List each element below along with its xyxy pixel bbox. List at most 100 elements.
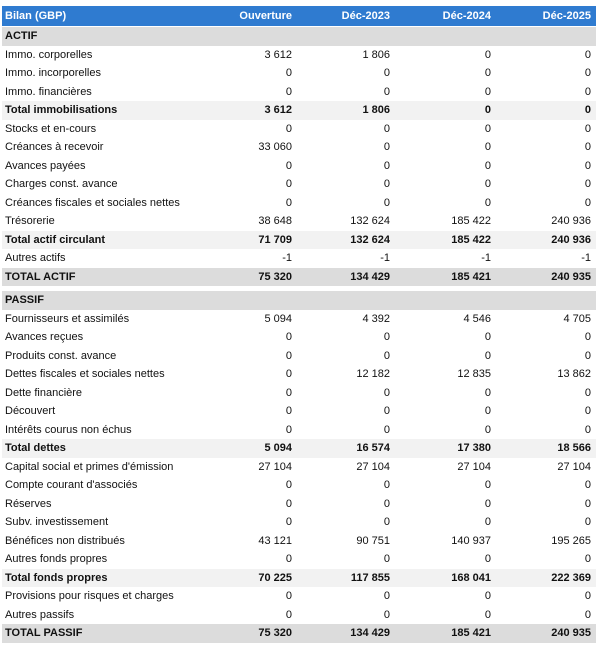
value-cell: 0 [584,122,591,135]
value-cell: 75 320 [258,627,292,640]
value-cell: 168 041 [451,571,491,584]
value-cell: 185 421 [451,627,491,640]
value-cell: 90 751 [356,534,390,547]
data-row: Avances reçues 0 0 0 0 [2,328,596,347]
row-label: Total actif circulant [5,233,106,246]
data-row: Stocks et en-cours 0 0 0 0 [2,120,596,139]
value-cell: 0 [285,423,292,436]
data-row: Autres passifs 0 0 0 0 [2,606,596,625]
value-cell: 27 104 [356,460,390,473]
value-cell: 43 121 [258,534,292,547]
data-row: Dettes fiscales et sociales nettes 0 12 18… [2,365,596,384]
data-row: Subv. investissement 0 0 0 0 [2,513,596,532]
row-label: Dette financière [5,386,83,399]
value-cell: 0 [584,590,591,603]
row-label: Autres passifs [5,608,75,621]
data-row: Créances à recevoir 33 060 0 0 0 [2,138,596,157]
value-cell: 0 [484,497,491,510]
row-label: Fournisseurs et assimilés [5,312,130,325]
value-cell: 0 [285,349,292,362]
value-cell: 27 104 [457,460,491,473]
row-label: Dettes fiscales et sociales nettes [5,368,165,381]
value-cell: 3 612 [264,48,292,61]
value-cell: 0 [383,590,390,603]
row-label: Créances à recevoir [5,141,104,154]
value-cell: 0 [383,553,390,566]
total-row: Total dettes 5 094 16 574 17 380 18 566 [2,439,596,458]
value-cell: 0 [484,141,491,154]
value-cell: 0 [383,85,390,98]
data-row: Autres actifs -1 -1 -1 -1 [2,249,596,268]
data-row: Trésorerie 38 648 132 624 185 422 240 936 [2,212,596,231]
total-row: Total actif circulant 71 709 132 624 185 42… [2,230,596,249]
value-cell: 5 094 [264,312,292,325]
row-label: Compte courant d'associés [5,479,138,492]
data-row: Autres fonds propres 0 0 0 0 [2,550,596,569]
value-cell: 0 [285,331,292,344]
value-cell: 12 182 [356,368,390,381]
value-cell: 0 [383,608,390,621]
value-cell: 0 [584,553,591,566]
row-label: Intérêts courus non échus [5,423,132,436]
value-cell: 0 [285,516,292,529]
data-row: Produits const. avance 0 0 0 0 [2,347,596,366]
data-row: Créances fiscales et sociales nettes 0 0 0 0 [2,194,596,213]
row-label: Découvert [5,405,56,418]
value-cell: 0 [285,386,292,399]
header-cell: Bilan (GBP) [5,10,67,22]
value-cell: 0 [584,48,591,61]
row-label: Immo. corporelles [5,48,93,61]
row-label: Immo. incorporelles [5,67,101,80]
value-cell: 17 380 [457,442,491,455]
value-cell: 140 937 [451,534,491,547]
header-row: Bilan (GBP) Ouverture Déc-2023 Déc-2024 Déc-… [2,6,596,26]
value-cell: 0 [383,497,390,510]
data-row: Immo. financières 0 0 0 0 [2,83,596,102]
value-cell: 0 [285,67,292,80]
value-cell: 0 [484,122,491,135]
value-cell: 27 104 [258,460,292,473]
value-cell: 33 060 [258,141,292,154]
value-cell: 0 [285,405,292,418]
value-cell: 0 [383,141,390,154]
value-cell: 0 [383,405,390,418]
value-cell: 134 429 [350,627,390,640]
value-cell: 0 [285,608,292,621]
data-row: Compte courant d'associés 0 0 0 0 [2,476,596,495]
section-row: PASSIF [2,291,596,310]
row-label: Bénéfices non distribués [5,534,125,547]
value-cell: 0 [584,178,591,191]
row-label: Stocks et en-cours [5,122,97,135]
value-cell: 185 421 [451,270,491,283]
value-cell: 12 835 [457,368,491,381]
value-cell: 0 [383,386,390,399]
row-label: Capital social et primes d'émission [5,460,174,473]
value-cell: 0 [584,423,591,436]
value-cell: 71 709 [258,233,292,246]
row-label: Réserves [5,497,52,510]
header-cell: Déc-2024 [442,10,491,22]
value-cell: 0 [383,349,390,362]
value-cell: 0 [383,516,390,529]
value-cell: 0 [484,405,491,418]
total-row: TOTAL ACTIF 75 320 134 429 185 421 240 935 [2,267,596,286]
value-cell: 0 [383,423,390,436]
value-cell: 0 [584,67,591,80]
row-label: Subv. investissement [5,516,109,529]
value-cell: 0 [285,122,292,135]
data-row: Capital social et primes d'émission 27 10… [2,458,596,477]
value-cell: 0 [383,67,390,80]
data-row: Provisions pour risques et charges 0 0 0 0 [2,587,596,606]
value-cell: 3 612 [264,104,292,117]
header-cell: Déc-2023 [341,10,390,22]
value-cell: 0 [484,590,491,603]
value-cell: 0 [484,85,491,98]
value-cell: 4 705 [563,312,591,325]
value-cell: 0 [484,196,491,209]
value-cell: 4 392 [362,312,390,325]
row-label: Total fonds propres [5,571,108,584]
row-label: ACTIF [5,30,38,43]
row-label: Autres fonds propres [5,553,108,566]
header-cell: Ouverture [239,10,292,22]
value-cell: 0 [484,516,491,529]
